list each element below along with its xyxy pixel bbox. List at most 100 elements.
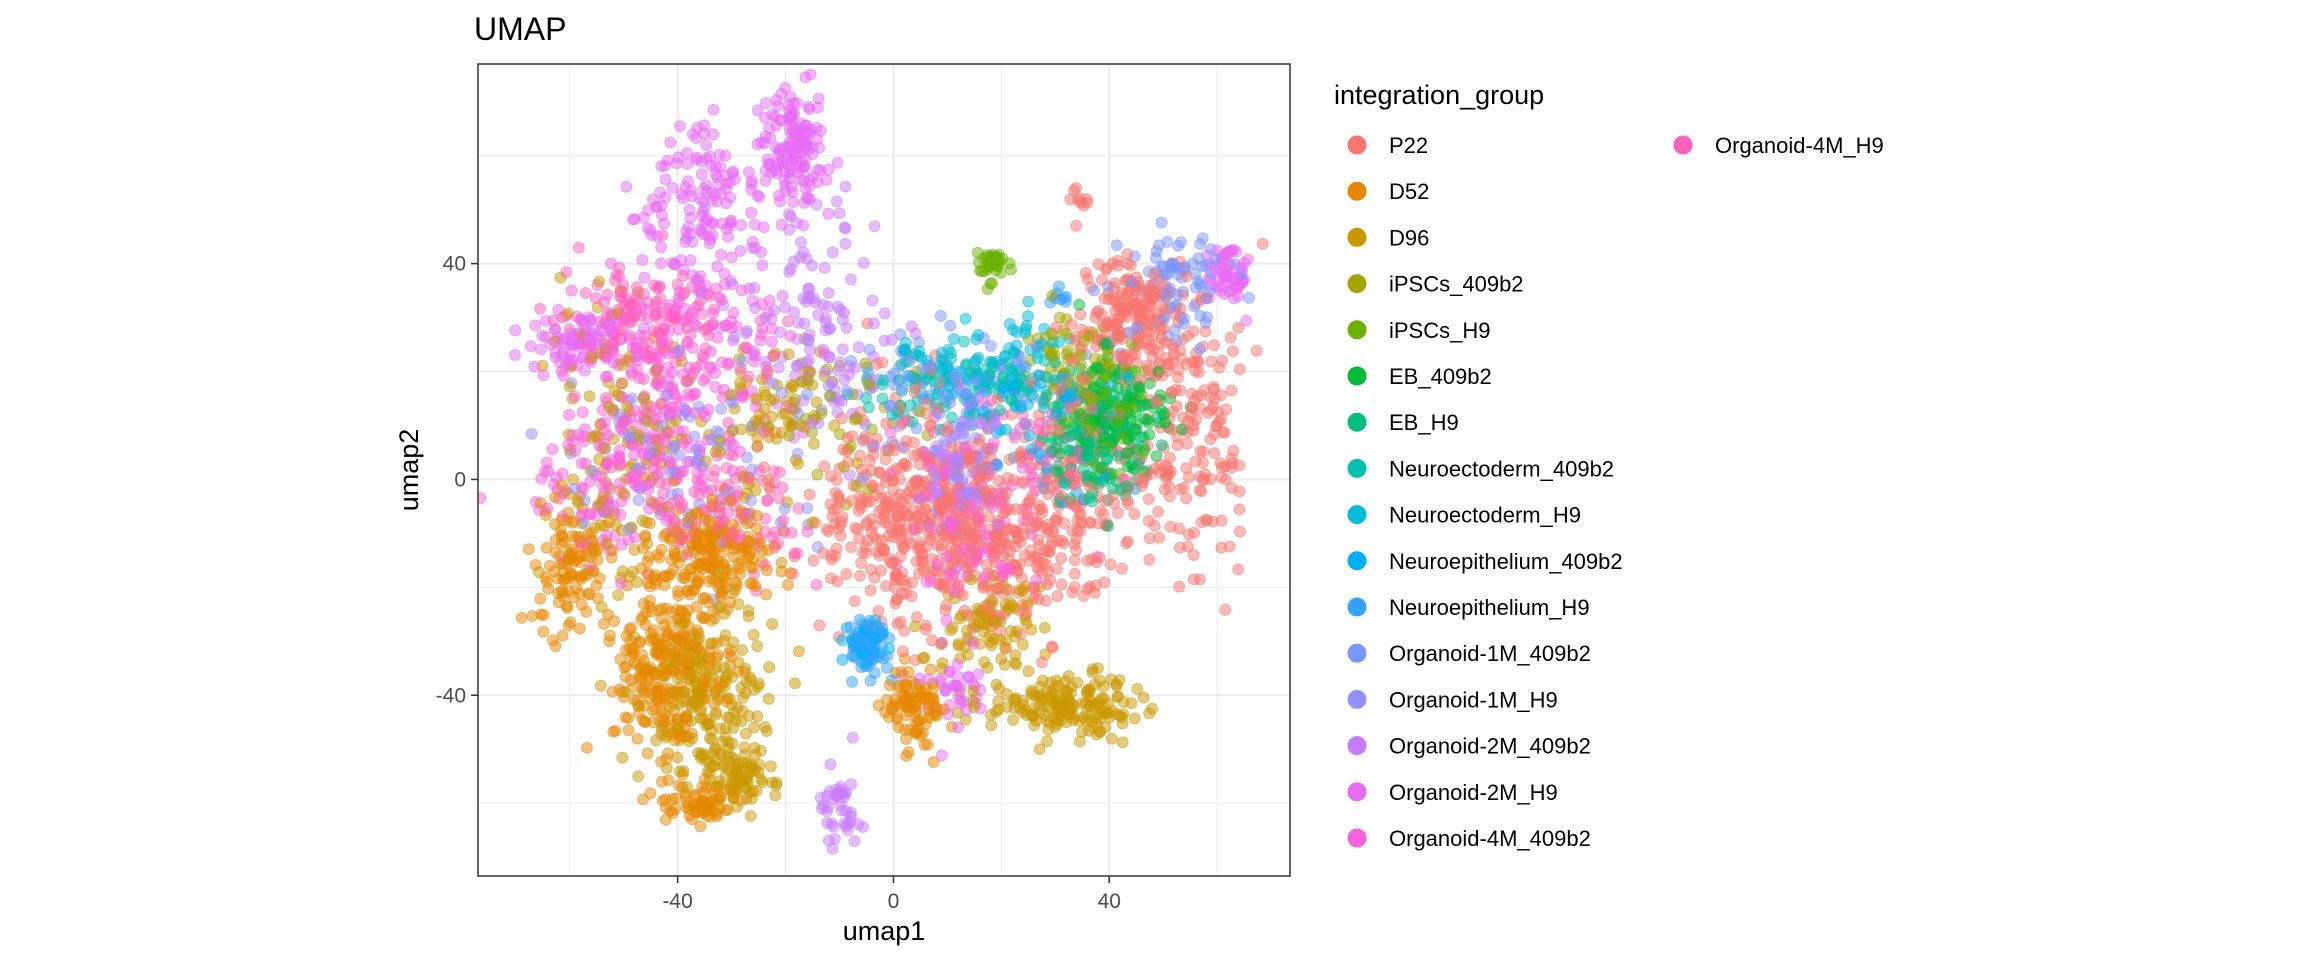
point-p22 [1064,402,1075,413]
point-d52 [650,704,661,715]
point-organoid-4m-409b2 [761,368,772,379]
point-d96 [584,391,595,402]
point-organoid-4m-h9 [786,527,797,538]
point-d52 [605,630,616,641]
point-p22 [894,474,905,485]
point-neuroectoderm-h9 [1020,328,1031,339]
point-organoid-2m-h9 [671,158,682,169]
point-p22 [808,555,819,566]
point-d52 [752,510,763,521]
point-organoid-4m-409b2 [564,409,575,420]
point-organoid-1m-409b2 [885,400,896,411]
point-organoid-2m-h9 [676,255,687,266]
point-organoid-2m-409b2 [803,334,814,345]
point-p22 [1116,563,1127,574]
point-organoid-2m-409b2 [839,307,850,318]
point-neuroectoderm-h9 [914,346,925,357]
point-d96 [783,349,794,360]
point-d52 [557,531,568,542]
point-p22 [865,585,876,596]
point-organoid-1m-409b2 [802,389,813,400]
point-p22 [1189,527,1200,538]
point-organoid-2m-h9 [535,344,546,355]
point-neuroepithelium-409b2 [869,632,880,643]
point-p22 [849,596,860,607]
point-p22 [993,475,1004,486]
point-d52 [682,586,693,597]
point-p22 [897,646,908,657]
point-p22 [1082,555,1093,566]
point-neuroectoderm-h9 [1023,296,1034,307]
point-p22 [1043,489,1054,500]
point-organoid-2m-h9 [655,187,666,198]
point-organoid-1m-409b2 [1187,258,1198,269]
point-organoid-2m-409b2 [858,258,869,269]
point-organoid-2m-h9 [712,179,723,190]
point-organoid-4m-409b2 [669,305,680,316]
point-p22 [941,600,952,611]
point-organoid-2m-409b2 [824,352,835,363]
point-organoid-2m-409b2 [839,818,850,829]
point-organoid-2m-h9 [752,190,763,201]
point-d52 [709,698,720,709]
point-p22 [1181,493,1192,504]
point-p22 [1175,303,1186,314]
point-d96 [594,454,605,465]
point-d96 [1021,710,1032,721]
point-p22 [1226,385,1237,396]
point-d96 [745,811,756,822]
point-organoid-4m-h9 [762,495,773,506]
point-organoid-2m-409b2 [823,835,834,846]
point-organoid-2m-h9 [529,361,540,372]
point-d52 [610,725,621,736]
point-d52 [726,651,737,662]
point-organoid-4m-h9 [655,341,666,352]
point-d96 [723,743,734,754]
point-organoid-1m-409b2 [1126,277,1137,288]
point-p22 [860,431,871,442]
point-d96 [661,763,672,774]
point-d96 [1138,692,1149,703]
point-p22 [1130,349,1141,360]
point-organoid-4m-409b2 [585,509,596,520]
point-d96 [749,722,760,733]
point-organoid-4m-409b2 [728,307,739,318]
point-neuroectoderm-h9 [973,330,984,341]
point-p22 [1069,568,1080,579]
point-p22 [847,431,858,442]
point-p22 [914,480,925,491]
point-d96 [679,686,690,697]
point-p22 [1228,445,1239,456]
point-organoid-4m-h9 [573,242,584,253]
point-p22 [825,499,836,510]
point-organoid-2m-h9 [716,249,727,260]
point-organoid-2m-h9 [646,230,657,241]
point-d52 [556,480,567,491]
point-p22 [1011,504,1022,515]
point-p22 [1103,294,1114,305]
point-d96 [637,515,648,526]
point-d52 [550,641,561,652]
point-p22 [1199,385,1210,396]
point-p22 [819,461,830,472]
point-organoid-2m-h9 [823,208,834,219]
point-d52 [604,517,615,528]
point-d52 [742,553,753,564]
point-d96 [700,755,711,766]
point-p22 [1113,260,1124,271]
point-d52 [903,666,914,677]
point-p22 [1033,518,1044,529]
point-d96 [1081,687,1092,698]
point-p22 [1150,397,1161,408]
point-d96 [715,723,726,734]
point-organoid-2m-h9 [665,137,676,148]
point-neuroectoderm-409b2 [1053,401,1064,412]
point-organoid-1m-409b2 [945,320,956,331]
point-organoid-2m-409b2 [827,247,838,258]
point-organoid-2m-h9 [699,219,710,230]
point-d52 [644,595,655,606]
point-p22 [1174,542,1185,553]
point-d96 [1112,692,1123,703]
point-eb-409b2 [1138,400,1149,411]
point-d52 [880,707,891,718]
